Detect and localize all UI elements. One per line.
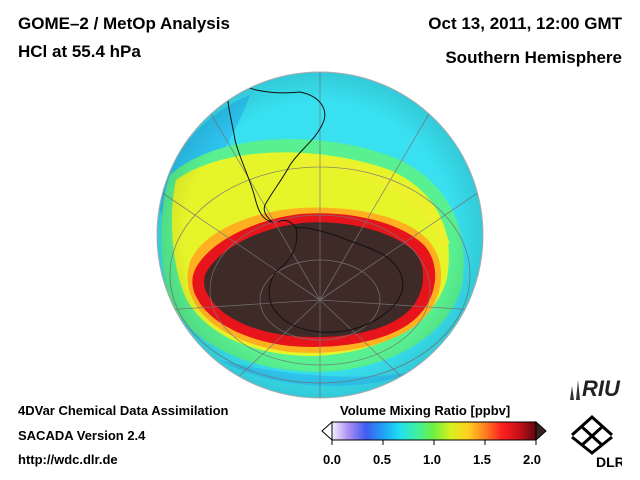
riu-logo-text: RIU: [582, 376, 621, 401]
map-title: GOME–2 / MetOp Analysis: [18, 14, 230, 33]
date-label: Oct 13, 2011, 12:00 GMT: [428, 14, 622, 33]
dlr-logo-text: DLR: [596, 454, 622, 469]
footer-line-1: 4DVar Chemical Data Assimilation: [18, 403, 229, 418]
colorbar-gradient: [331, 421, 537, 441]
riu-logo-mark: [570, 380, 580, 400]
colorbar-tick-0: 0.0: [322, 452, 342, 467]
globe-limb-shade: [157, 72, 483, 398]
colorbar: [321, 420, 547, 445]
dlr-logo-mark: [570, 414, 614, 455]
colorbar-tick-2: 1.0: [422, 452, 442, 467]
colorbar-title: Volume Mixing Ratio [ppbv]: [340, 403, 511, 418]
colorbar-tick-marks: [331, 440, 537, 445]
riu-logo: RIU: [570, 376, 621, 401]
region-label: Southern Hemisphere: [445, 48, 622, 67]
footer-link[interactable]: http://wdc.dlr.de: [18, 452, 118, 467]
map-subtitle: HCl at 55.4 hPa: [18, 42, 141, 61]
globe-map: [156, 71, 484, 399]
colorbar-tick-3: 1.5: [472, 452, 492, 467]
colorbar-tick-4: 2.0: [522, 452, 542, 467]
footer-line-2: SACADA Version 2.4: [18, 428, 146, 443]
dlr-logo: DLR: [570, 414, 622, 469]
globe-outline: [156, 71, 484, 399]
colorbar-tick-1: 0.5: [372, 452, 392, 467]
colorbar-left-arrow: [321, 420, 333, 442]
colorbar-right-arrow: [535, 420, 547, 442]
